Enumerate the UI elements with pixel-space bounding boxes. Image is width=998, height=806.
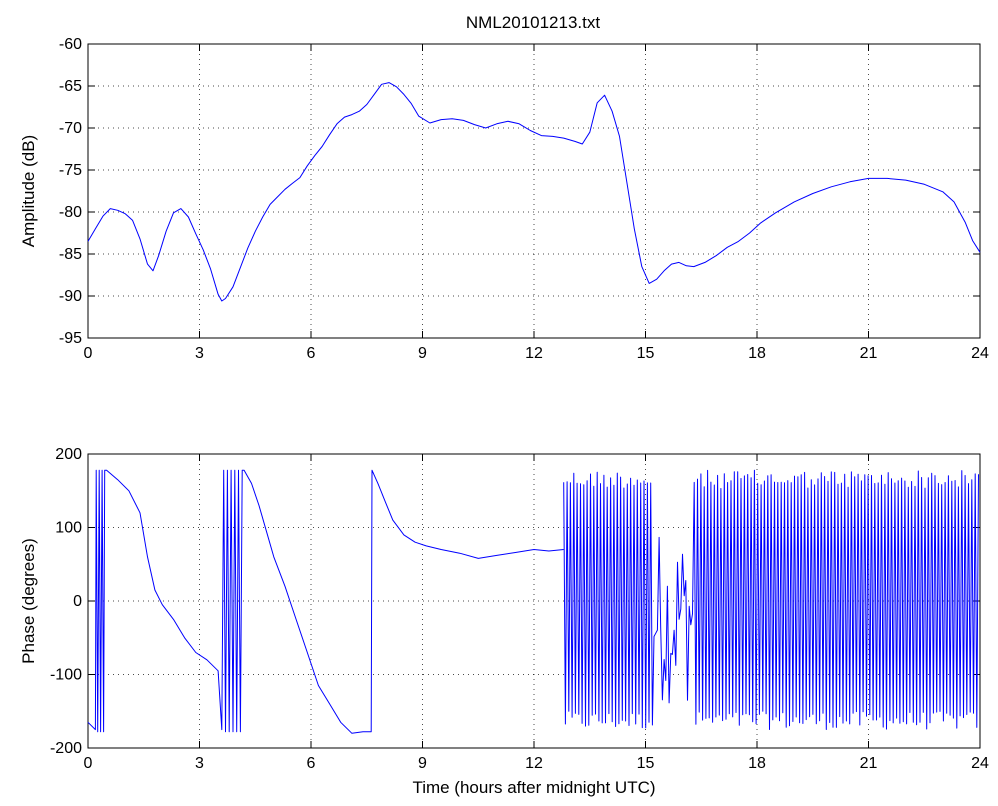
y-tick-label: 0 xyxy=(73,593,82,610)
series-line-1 xyxy=(87,82,981,302)
y-tick-label: -95 xyxy=(59,330,82,347)
x-tick-label: 21 xyxy=(860,755,878,772)
x-tick-label: 6 xyxy=(307,755,316,772)
y-tick-label: -90 xyxy=(59,288,82,305)
x-tick-label: 3 xyxy=(195,345,204,362)
y-tick-label: 100 xyxy=(55,520,82,537)
y-tick-label: -60 xyxy=(59,36,82,53)
x-tick-label: 3 xyxy=(195,755,204,772)
y-axis-label-1: Amplitude (dB) xyxy=(19,135,38,247)
x-tick-label: 6 xyxy=(307,345,316,362)
x-tick-label: 21 xyxy=(860,345,878,362)
x-tick-label: 18 xyxy=(748,345,766,362)
x-tick-label: 0 xyxy=(84,755,93,772)
x-axis-label-2: Time (hours after midnight UTC) xyxy=(412,778,655,797)
y-tick-label: -200 xyxy=(50,740,82,757)
y-tick-label: -70 xyxy=(59,120,82,137)
x-tick-label: 12 xyxy=(525,755,543,772)
x-tick-label: 0 xyxy=(84,345,93,362)
x-tick-label: 15 xyxy=(637,755,655,772)
x-tick-label: 24 xyxy=(971,755,989,772)
y-tick-label: -75 xyxy=(59,162,82,179)
x-tick-label: 24 xyxy=(971,345,989,362)
x-tick-label: 9 xyxy=(418,345,427,362)
axes-2: 0 3 6 9 12 15 18 21 24 -200 -100 0 100 200 Phase (degr… xyxy=(19,446,989,797)
x-tick-label: 12 xyxy=(525,345,543,362)
y-tick-label: -80 xyxy=(59,204,82,221)
x-tick-label: 18 xyxy=(748,755,766,772)
series-noise-band xyxy=(563,469,979,730)
figure-title: NML20101213.txt xyxy=(466,13,600,32)
series-line-2 xyxy=(87,469,564,734)
x-tick-label: 9 xyxy=(418,755,427,772)
y-tick-label: -85 xyxy=(59,246,82,263)
axes-1: 0 3 6 9 12 15 18 21 24 -95 -90 -85 -80 -75 -70 -65 -60 Am… xyxy=(19,36,989,362)
x-tick-label: 15 xyxy=(637,345,655,362)
y-axis-label-2: Phase (degrees) xyxy=(19,538,38,664)
y-tick-label: -100 xyxy=(50,667,82,684)
y-tick-label: -65 xyxy=(59,78,82,95)
plot-area-1 xyxy=(87,43,981,339)
y-tick-label: 200 xyxy=(55,446,82,463)
